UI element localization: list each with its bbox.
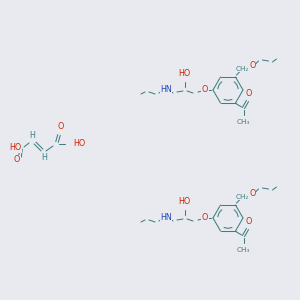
Text: CH₃: CH₃ <box>237 247 250 253</box>
Text: O: O <box>58 122 64 131</box>
Text: HO: HO <box>178 197 190 206</box>
Text: CH₃: CH₃ <box>237 119 250 125</box>
Text: HO: HO <box>178 69 190 78</box>
Text: O: O <box>202 214 208 223</box>
Text: CH₂: CH₂ <box>236 66 249 72</box>
Text: O: O <box>249 188 256 197</box>
Text: O: O <box>14 155 20 164</box>
Text: H: H <box>29 131 35 140</box>
Text: CH₂: CH₂ <box>236 194 249 200</box>
Text: HN: HN <box>160 214 172 223</box>
Text: HO: HO <box>73 140 85 148</box>
Text: O: O <box>202 85 208 94</box>
Text: HO: HO <box>9 143 21 152</box>
Text: O: O <box>245 89 252 98</box>
Text: O: O <box>249 61 256 70</box>
Text: H: H <box>41 153 47 162</box>
Text: O: O <box>245 217 252 226</box>
Text: HN: HN <box>160 85 172 94</box>
